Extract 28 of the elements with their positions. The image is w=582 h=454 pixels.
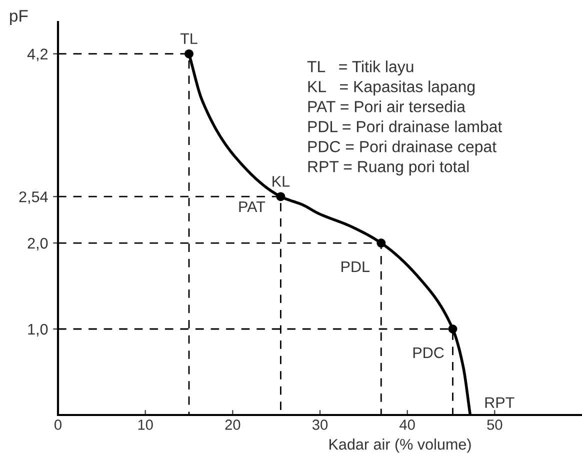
annotation: RPT = Ruang pori total: [308, 160, 469, 176]
y-tick-label: 2,0: [28, 238, 48, 250]
y-tick-label: 2,54: [19, 191, 48, 204]
x-tick-label: 50: [487, 420, 502, 430]
x-tick-label: 30: [312, 420, 328, 430]
annotation: PDL: [342, 261, 370, 272]
x-tick-label: 20: [225, 420, 240, 430]
x-tick-label: 10: [138, 420, 153, 430]
annotation: PAT: [239, 201, 266, 212]
annotation: PDC: [413, 347, 444, 358]
y-tick-label: 1,0: [28, 324, 48, 336]
annotation: TL: [180, 33, 198, 44]
annotation: PDL = Pori drainase lambat: [308, 120, 502, 132]
annotation: KL = Kapasitas lapang: [308, 80, 475, 96]
annotation: TL = Titik layu: [307, 60, 414, 76]
annotation: PDC = Pori drainase cepat: [308, 140, 496, 156]
point: [184, 49, 194, 58]
y-tick-label: 4,2: [27, 48, 48, 62]
x-tick-label: 40: [400, 420, 415, 430]
point: [276, 192, 286, 202]
annotation: KL: [272, 176, 290, 187]
y-axis-title: pF: [10, 10, 28, 26]
point: [448, 324, 458, 334]
annotation: RPT: [485, 397, 514, 408]
x-tick-label: 0: [54, 420, 62, 430]
annotation: PAT = Pori air tersedia: [308, 100, 466, 112]
x-axis-title: Kadar air (% volume): [330, 438, 471, 453]
point: [376, 238, 386, 248]
